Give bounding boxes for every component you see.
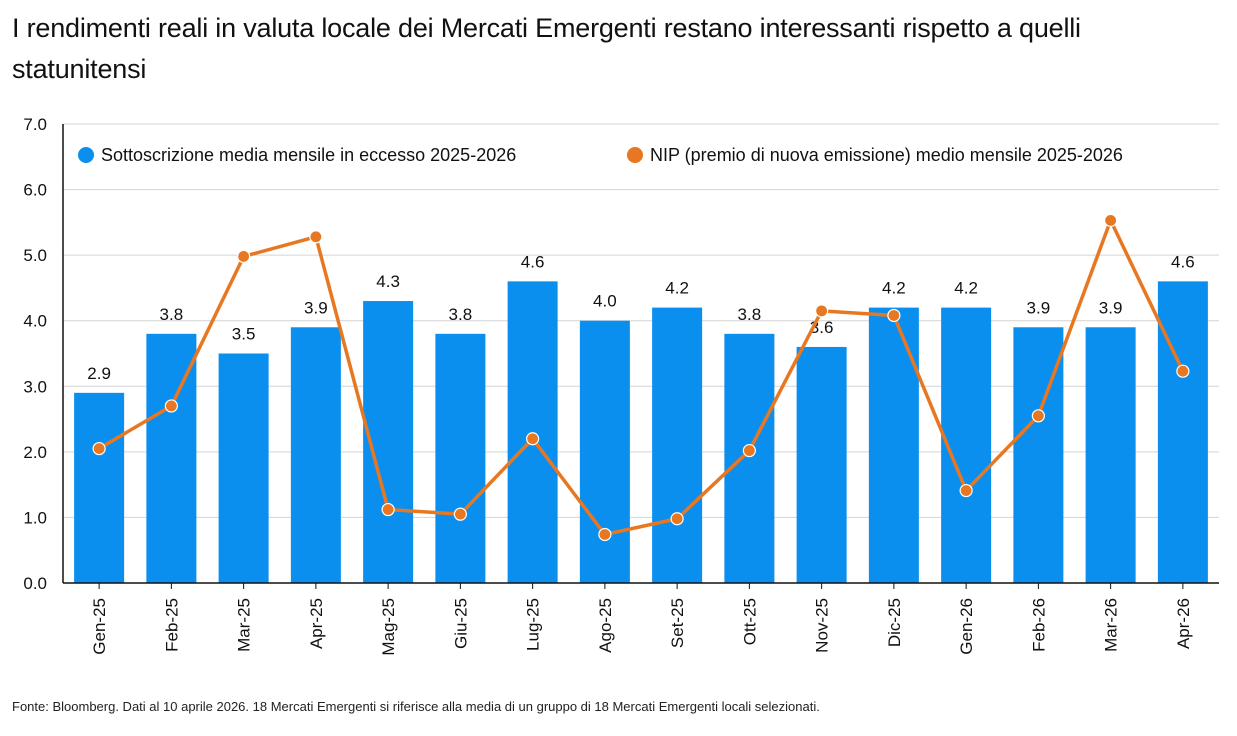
bar — [652, 307, 703, 583]
y-tick-label: 1.0 — [23, 508, 47, 527]
y-tick-label: 3.0 — [23, 377, 47, 396]
bar — [1085, 327, 1136, 583]
x-tick-label: Lug-25 — [524, 598, 543, 651]
legend-line-label: NIP (premio di nuova emissione) medio me… — [650, 145, 1123, 165]
x-tick-label: Gen-26 — [957, 598, 976, 655]
legend-bar-label: Sottoscrizione media mensile in eccesso … — [101, 145, 516, 165]
y-axis-ticks: 0.0 1.0 2.0 3.0 4.0 5.0 6.0 7.0 — [23, 115, 47, 593]
x-tick-label: Gen-25 — [90, 598, 109, 655]
x-tick-label: Ott-25 — [740, 598, 759, 645]
bar-data-label: 4.2 — [665, 279, 689, 298]
nip-point — [742, 443, 756, 458]
nip-point — [164, 399, 178, 413]
source-note: Fonte: Bloomberg. Dati al 10 aprile 2026… — [12, 699, 820, 714]
bar-data-label: 4.2 — [882, 279, 906, 298]
bar-data-label: 3.9 — [1099, 298, 1123, 317]
y-tick-label: 7.0 — [23, 115, 47, 134]
x-tick-label: Mar-26 — [1102, 598, 1121, 652]
legend-bar-marker — [78, 147, 94, 163]
y-tick-label: 6.0 — [23, 181, 47, 200]
bar-data-label: 4.3 — [376, 272, 400, 291]
x-tick-label: Giu-25 — [451, 598, 470, 649]
x-tick-label: Nov-25 — [813, 598, 832, 653]
y-tick-label: 0.0 — [23, 574, 47, 593]
nip-point — [815, 304, 829, 318]
bar — [435, 333, 486, 583]
bar-data-label: 3.9 — [304, 298, 328, 317]
y-tick-label: 5.0 — [23, 246, 47, 265]
x-tick-label: Dic-25 — [885, 598, 904, 647]
x-tick-label: Mar-25 — [235, 598, 254, 652]
nip-point — [1176, 364, 1190, 378]
nip-point — [598, 527, 612, 542]
nip-point — [381, 502, 395, 517]
bar — [796, 346, 847, 583]
nip-point — [1104, 213, 1118, 227]
nip-point — [670, 512, 684, 526]
bar-data-label: 2.9 — [87, 364, 111, 383]
nip-point — [1031, 409, 1045, 423]
y-tick-label: 4.0 — [23, 312, 47, 331]
x-tick-label: Mag-25 — [379, 598, 398, 656]
nip-line — [98, 218, 1185, 537]
legend: Sottoscrizione media mensile in eccesso … — [78, 145, 1123, 165]
x-tick-label: Apr-25 — [307, 598, 326, 649]
nip-point — [453, 507, 467, 521]
bar — [868, 307, 919, 583]
bar — [579, 320, 630, 583]
bar-data-label: 4.2 — [954, 279, 978, 298]
x-tick-label: Apr-26 — [1174, 598, 1193, 649]
x-tick-label: Feb-26 — [1029, 598, 1048, 652]
nip-point — [92, 441, 106, 456]
nip-point — [237, 249, 251, 264]
bar — [290, 327, 341, 583]
bar-data-labels: 2.93.83.53.94.33.84.64.04.23.83.64.2 4.23… — [87, 252, 1194, 382]
bar — [218, 353, 269, 583]
bar-data-label: 3.5 — [232, 325, 256, 344]
bar-series — [74, 281, 1208, 583]
bar-data-label: 4.6 — [1171, 252, 1195, 271]
x-tick-label: Set-25 — [668, 598, 687, 648]
nip-point — [526, 432, 540, 446]
nip-point — [959, 483, 973, 498]
bar-data-label: 3.8 — [160, 305, 184, 324]
bar — [724, 333, 775, 583]
bar-data-label: 3.8 — [738, 305, 762, 324]
bar — [941, 307, 992, 583]
nip-point — [887, 308, 901, 323]
x-axis-ticks: Gen-25 Feb-25 Mar-25 Apr-25 Mag-25 Giu-25 Lug-… — [90, 583, 1193, 656]
x-tick-label: Ago-25 — [596, 598, 615, 653]
bar-data-label: 3.9 — [1027, 298, 1051, 317]
bar-data-label: 3.8 — [449, 305, 473, 324]
nip-point — [309, 230, 323, 244]
bar-data-label: 4.0 — [593, 292, 617, 311]
legend-line-marker — [627, 147, 643, 163]
bar — [74, 392, 125, 583]
chart-title: I rendimenti reali in valuta locale dei … — [12, 13, 1081, 84]
bar-data-label: 4.6 — [521, 252, 545, 271]
bar — [1157, 281, 1208, 583]
axes — [62, 124, 1219, 584]
x-tick-label: Feb-25 — [162, 598, 181, 652]
y-tick-label: 2.0 — [23, 443, 47, 462]
line-series — [92, 213, 1190, 542]
